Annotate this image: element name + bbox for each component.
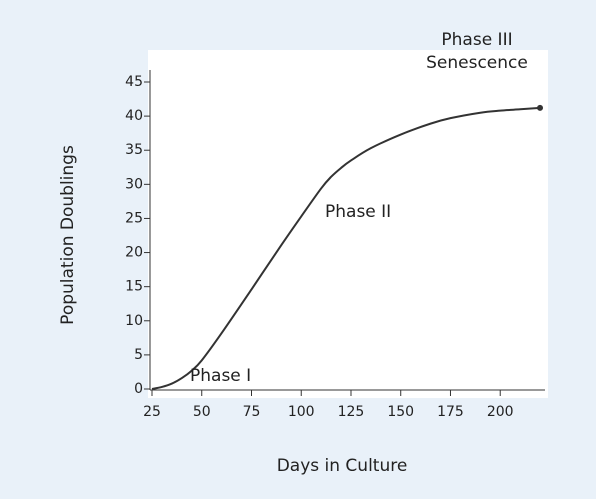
y-tick-label: 30 (125, 176, 143, 192)
x-tick-label: 150 (387, 404, 414, 420)
y-tick-label: 0 (134, 381, 143, 397)
y-tick-label: 40 (125, 108, 143, 124)
x-tick-label: 100 (288, 404, 315, 420)
y-tick-label: 10 (125, 313, 143, 329)
annotation: Phase III (441, 30, 512, 50)
x-tick-label: 125 (338, 404, 365, 420)
line (151, 106, 541, 390)
y-tick-label: 35 (125, 142, 143, 158)
end-point (537, 104, 544, 111)
annotation: Senescence (426, 53, 528, 73)
x-tick-label: 50 (193, 404, 211, 420)
y-tick-label: 15 (125, 279, 143, 295)
y-tick-label: 5 (134, 347, 143, 363)
annotation: Phase II (325, 202, 391, 222)
x-tick-label: 75 (243, 404, 261, 420)
y-tick-label: 45 (125, 74, 143, 90)
annotation: Phase I (190, 366, 251, 386)
x-tick-label: 25 (143, 404, 161, 420)
x-tick-label: 175 (437, 404, 464, 420)
y-tick-label: 20 (125, 245, 143, 261)
plot-area (148, 50, 548, 398)
y-axis-label: Population Doublings (58, 145, 78, 325)
x-tick-label: 200 (487, 404, 514, 420)
y-tick-label: 25 (125, 210, 143, 226)
x-axis-label: Days in Culture (277, 456, 408, 476)
